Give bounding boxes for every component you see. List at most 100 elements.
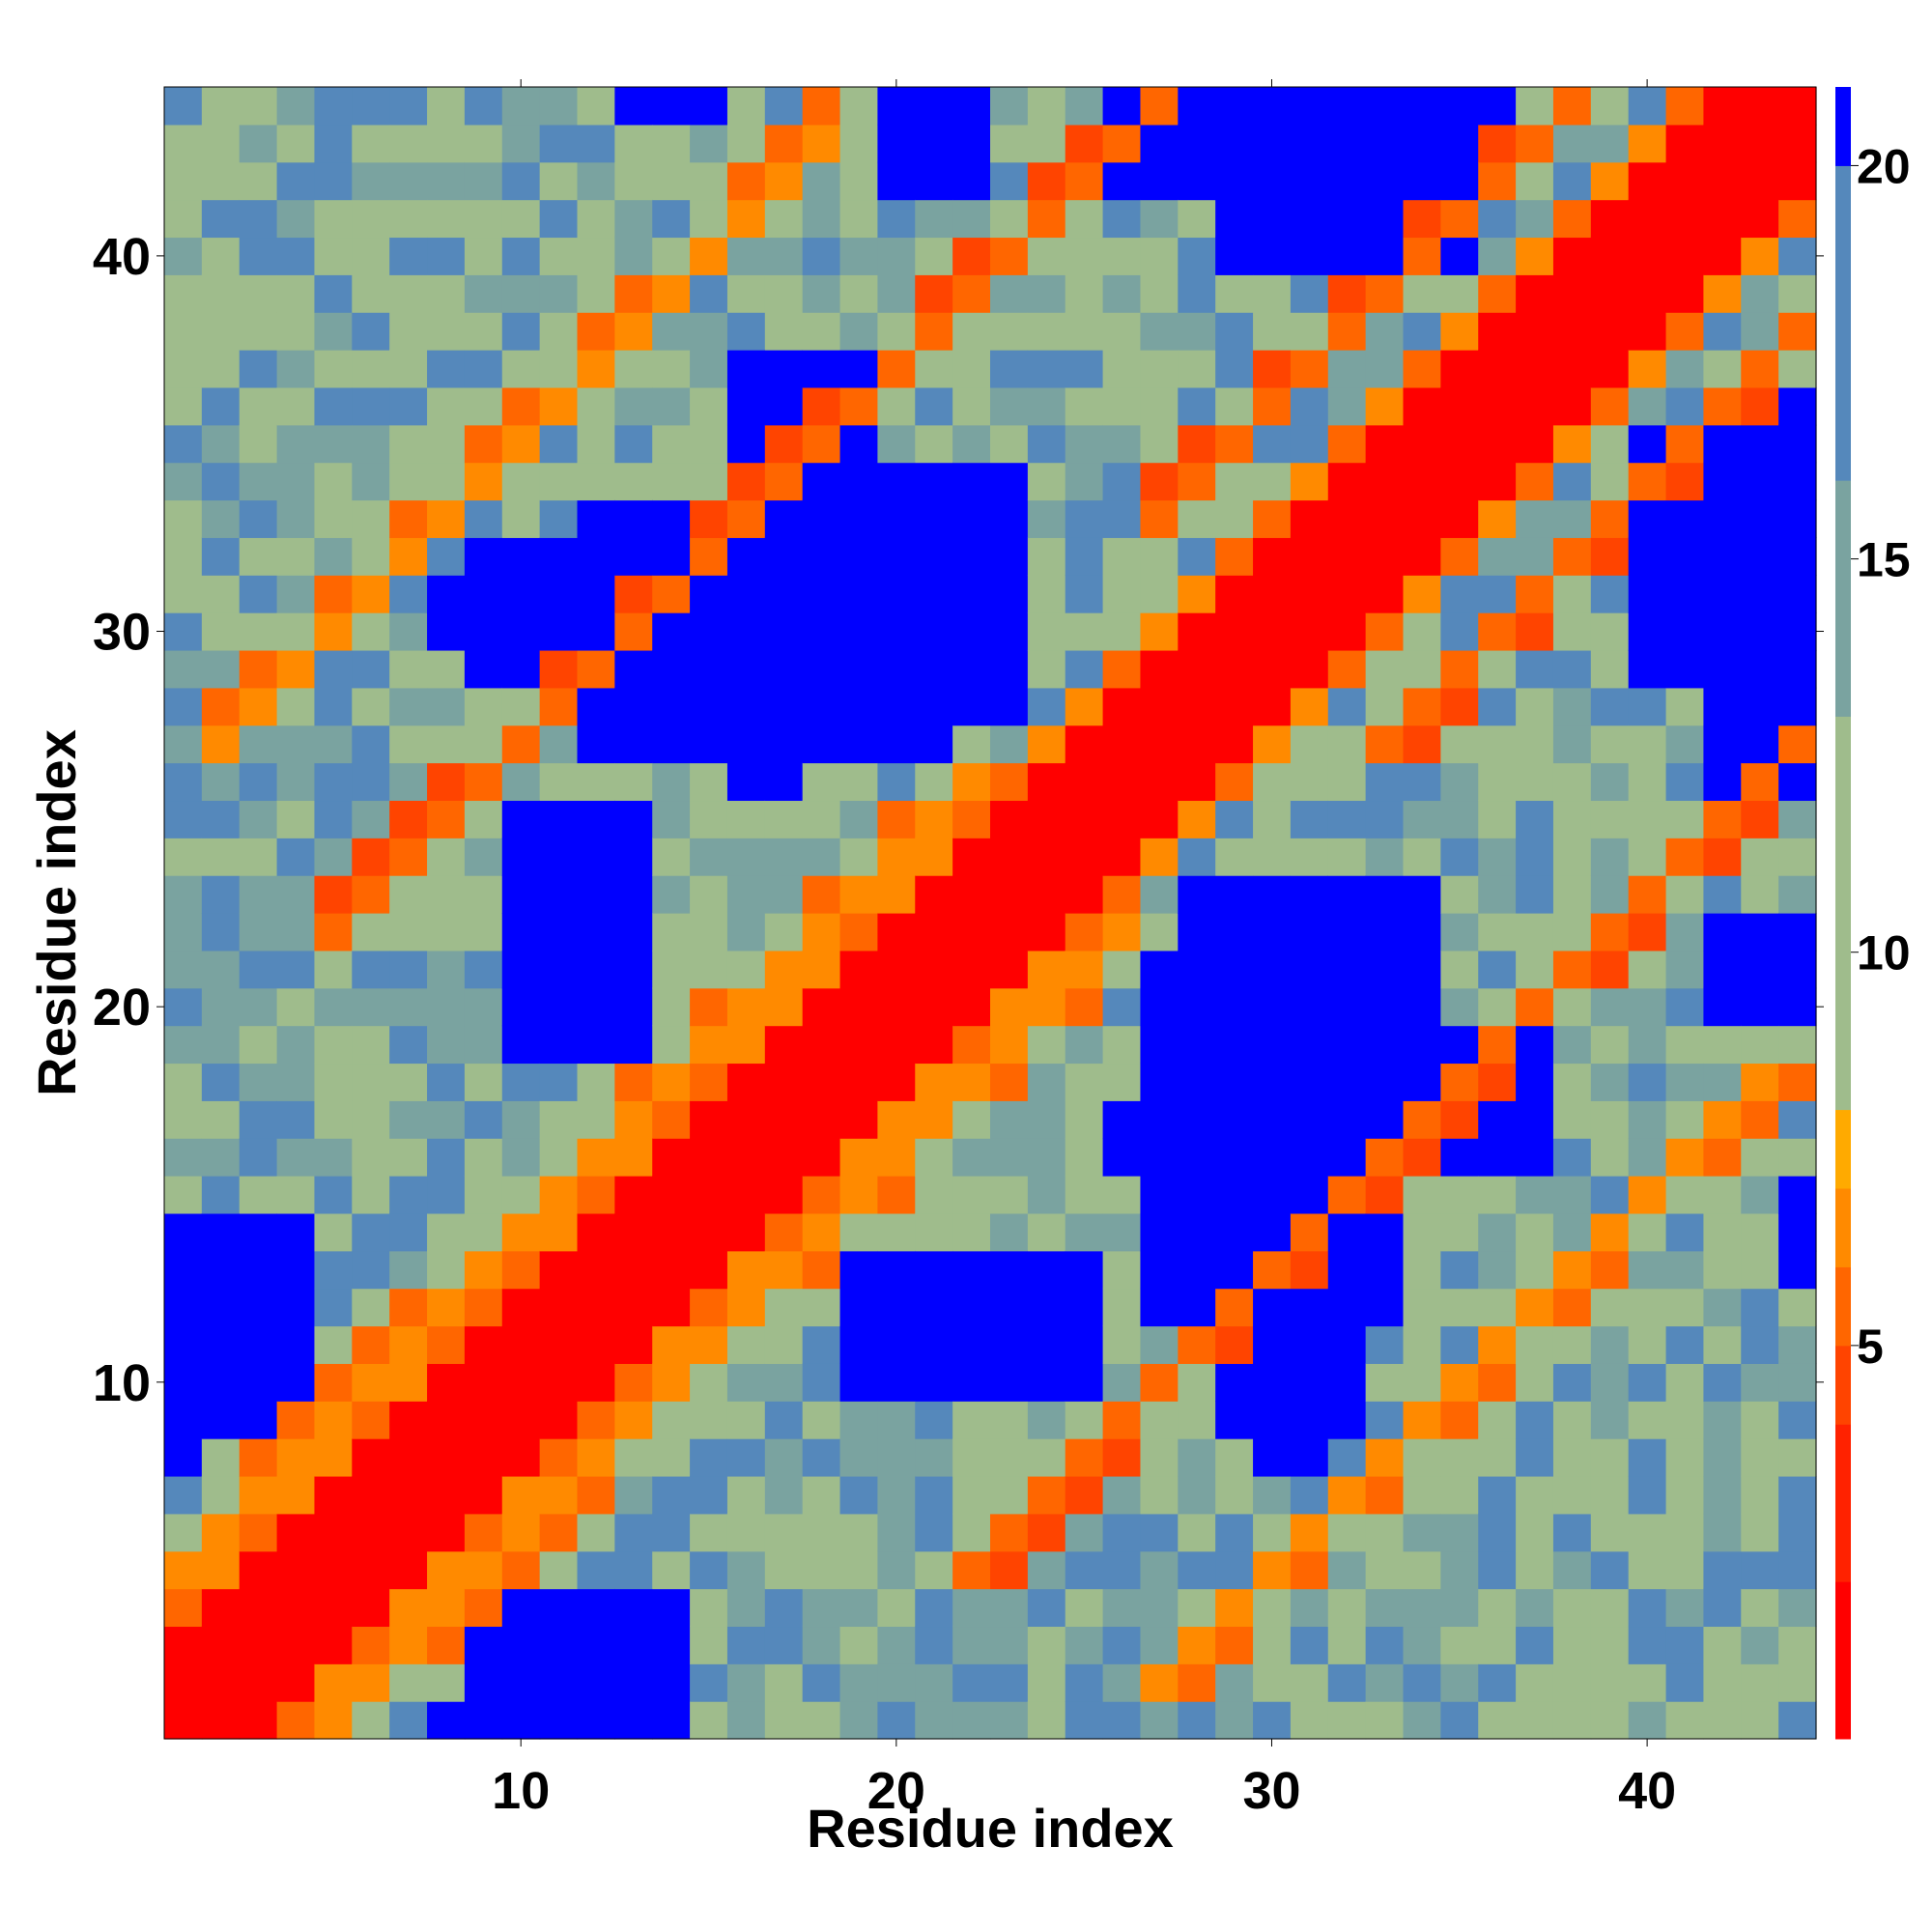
heatmap-cell <box>1178 1176 1216 1214</box>
heatmap-cell <box>1102 913 1142 952</box>
heatmap-cell <box>764 1063 804 1101</box>
heatmap-cell <box>1403 800 1441 838</box>
heatmap-cell <box>1253 1475 1292 1515</box>
heatmap-cell <box>1290 1550 1329 1590</box>
heatmap-cell <box>539 199 579 239</box>
heatmap-cell <box>690 1513 728 1552</box>
heatmap-cell <box>726 199 766 239</box>
heatmap-cell <box>877 1626 916 1664</box>
heatmap-cell <box>314 1438 353 1477</box>
heatmap-cell <box>201 499 241 538</box>
heatmap-cell <box>1778 1475 1817 1515</box>
heatmap-cell <box>1365 237 1405 275</box>
heatmap-cell <box>1027 350 1066 388</box>
heatmap-cell <box>577 1401 615 1439</box>
heatmap-cell <box>1140 1663 1179 1702</box>
heatmap-cell <box>239 1513 278 1552</box>
heatmap-cell <box>764 462 804 501</box>
heatmap-cell <box>1253 462 1292 501</box>
heatmap-cell <box>1290 649 1329 689</box>
heatmap-cell <box>652 649 691 689</box>
heatmap-cell <box>239 1025 278 1065</box>
heatmap-cell <box>1665 87 1705 126</box>
heatmap-cell <box>1253 1063 1292 1101</box>
heatmap-cell <box>539 424 579 464</box>
heatmap-cell <box>352 1212 390 1252</box>
heatmap-cell <box>1290 1100 1329 1139</box>
heatmap-cell <box>1215 161 1254 201</box>
heatmap-cell <box>690 537 728 576</box>
heatmap-cell <box>1741 161 1779 201</box>
heatmap-cell <box>990 987 1029 1027</box>
heatmap-cell <box>201 875 241 914</box>
heatmap-cell <box>1516 1025 1554 1065</box>
heatmap-cell <box>1290 838 1329 876</box>
heatmap-cell <box>464 838 503 876</box>
heatmap-cell <box>839 537 879 576</box>
heatmap-cell <box>164 1663 203 1702</box>
heatmap-cell <box>839 838 879 876</box>
heatmap-cell <box>1516 537 1554 576</box>
heatmap-cell <box>1178 1100 1216 1139</box>
heatmap-cell <box>1628 950 1667 989</box>
heatmap-cell <box>1590 1401 1630 1439</box>
heatmap-cell <box>1552 1663 1592 1702</box>
heatmap-cell <box>276 1438 316 1477</box>
heatmap-cell <box>1665 987 1705 1027</box>
heatmap-cell <box>1365 424 1405 464</box>
heatmap-cell <box>877 161 916 201</box>
heatmap-cell <box>1478 950 1517 989</box>
heatmap-cell <box>1403 1063 1441 1101</box>
heatmap-cell <box>990 1663 1029 1702</box>
heatmap-cell <box>690 1663 728 1702</box>
heatmap-cell <box>1440 237 1479 275</box>
heatmap-cell <box>726 649 766 689</box>
heatmap-cell <box>839 312 879 351</box>
heatmap-cell <box>877 1401 916 1439</box>
heatmap-cell <box>1478 1063 1517 1101</box>
heatmap-cell <box>1253 1626 1292 1664</box>
heatmap-cell <box>802 575 841 613</box>
heatmap-cell <box>652 350 691 388</box>
heatmap-cell <box>539 237 579 275</box>
heatmap-cell <box>1478 1325 1517 1364</box>
heatmap-cell <box>239 649 278 689</box>
heatmap-cell <box>314 1701 353 1740</box>
heatmap-cell <box>1365 1138 1405 1177</box>
heatmap-cell <box>427 1438 466 1477</box>
heatmap-cell <box>1027 1288 1066 1327</box>
heatmap-cell <box>1440 1363 1479 1402</box>
heatmap-cell <box>164 1363 203 1402</box>
heatmap-cell <box>539 1063 579 1101</box>
heatmap-cell <box>239 1363 278 1402</box>
heatmap-cell <box>201 800 241 838</box>
heatmap-cell <box>990 1550 1029 1590</box>
heatmap-cell <box>1253 199 1292 239</box>
heatmap-cell <box>990 350 1029 388</box>
heatmap-cell <box>915 1438 953 1477</box>
heatmap-cell <box>1215 462 1254 501</box>
heatmap-cell <box>352 687 390 726</box>
heatmap-cell <box>877 1025 916 1065</box>
heatmap-cell <box>164 1138 203 1177</box>
heatmap-cell <box>1552 1100 1592 1139</box>
heatmap-cell <box>1027 649 1066 689</box>
heatmap-cell <box>726 838 766 876</box>
heatmap-cell <box>539 1138 579 1177</box>
heatmap-cell <box>276 950 316 989</box>
heatmap-cell <box>1365 1250 1405 1290</box>
heatmap-cell <box>802 199 841 239</box>
heatmap-cell <box>276 838 316 876</box>
heatmap-cell <box>1516 87 1554 126</box>
heatmap-cell <box>1215 1438 1254 1477</box>
heatmap-cell <box>427 1325 466 1364</box>
heatmap-cell <box>1516 1288 1554 1327</box>
heatmap-cell <box>577 1025 615 1065</box>
heatmap-cell <box>652 913 691 952</box>
heatmap-cell <box>239 1475 278 1515</box>
heatmap-cell <box>1665 950 1705 989</box>
heatmap-cell <box>1590 612 1630 651</box>
heatmap-cell <box>1778 1663 1817 1702</box>
heatmap-cell <box>577 1138 615 1177</box>
heatmap-cell <box>1065 1550 1104 1590</box>
